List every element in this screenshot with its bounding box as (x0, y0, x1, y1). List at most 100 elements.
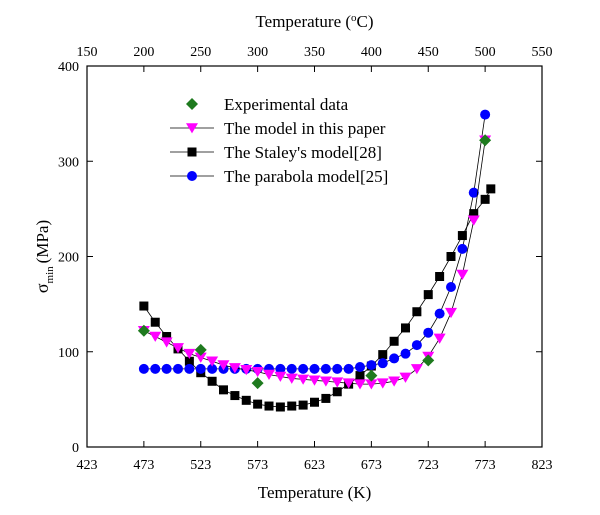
data-point (184, 363, 195, 374)
y-axis-title: σmin (MPa) (32, 220, 56, 293)
series-line (143, 188, 492, 408)
data-point (354, 379, 366, 390)
y-axis-title-subscript: min (44, 266, 56, 284)
data-point (285, 373, 298, 384)
data-point (365, 379, 378, 390)
data-point (183, 348, 196, 360)
data-point (172, 343, 184, 354)
y-axis-title-unit: (MPa) (33, 220, 52, 263)
data-point (388, 376, 401, 387)
data-point (275, 402, 285, 412)
data-point (206, 356, 219, 367)
data-point (446, 281, 456, 292)
data-point (173, 363, 183, 374)
data-point (400, 348, 411, 359)
data-point (150, 317, 160, 327)
x-tick-label: 423 (77, 458, 98, 473)
data-point (366, 360, 377, 371)
data-point (389, 336, 399, 346)
x2-axis-title: Temperature (oC) (255, 12, 373, 31)
data-point (195, 363, 206, 374)
data-point (251, 377, 264, 390)
x-tick-label: 473 (133, 458, 154, 473)
data-point (401, 323, 410, 333)
data-point (286, 363, 297, 374)
x-tick-label: 773 (475, 458, 496, 473)
y-tick-label: 300 (58, 155, 79, 170)
data-point (217, 360, 230, 371)
x-tick-label: 523 (190, 458, 211, 473)
x-tick-label: 573 (247, 458, 268, 473)
data-point (433, 333, 446, 344)
data-point (161, 363, 172, 374)
data-point (423, 290, 433, 300)
data-point (194, 352, 207, 363)
y-tick-label: 400 (58, 60, 79, 75)
data-point (377, 358, 388, 369)
data-point (480, 194, 490, 204)
data-point (422, 354, 435, 367)
data-point (298, 400, 308, 410)
data-point (207, 363, 218, 374)
data-point (162, 332, 172, 342)
axis-ticks (86, 65, 543, 448)
data-point (274, 371, 287, 382)
y-tick-label: 100 (58, 346, 79, 361)
data-point (457, 243, 468, 254)
data-point (332, 363, 343, 374)
data-point (139, 301, 149, 311)
data-point (434, 308, 445, 319)
data-point (320, 363, 331, 374)
axis-tick-labels: 423 473 523 573 623 673 723 773 823 150 200 250 300 3… (58, 45, 553, 473)
data-point (309, 363, 320, 374)
series-layer (137, 109, 496, 412)
series-0 (137, 134, 492, 390)
x2-tick-label: 550 (532, 45, 553, 60)
legend-marker (186, 123, 198, 134)
data-point (411, 340, 422, 351)
data-point (138, 363, 149, 374)
data-point (435, 272, 445, 282)
legend: Experimental data The model in this paper… (170, 95, 388, 186)
data-point (251, 366, 264, 378)
legend-label: The parabola model[25] (224, 167, 388, 186)
svg-text:σmin(MPa): σmin (MPa) (32, 220, 56, 293)
x2-axis-title-prefix: Temperature ( (255, 12, 351, 31)
legend-item: Experimental data (186, 95, 349, 114)
data-point (389, 353, 400, 364)
data-point (331, 377, 344, 388)
data-point (319, 376, 332, 387)
x2-axis-title-suffix: C) (357, 12, 374, 31)
y-axis-title-symbol: σ (32, 283, 52, 293)
data-point (342, 378, 355, 389)
data-point (410, 364, 423, 375)
x-tick-label: 823 (532, 458, 553, 473)
x2-tick-label: 350 (304, 45, 325, 60)
data-point (480, 109, 491, 120)
data-point (149, 331, 162, 342)
data-point (160, 337, 173, 348)
legend-label: Experimental data (224, 95, 349, 114)
legend-item: The parabola model[25] (170, 167, 388, 186)
legend-marker (187, 147, 197, 157)
data-point (399, 372, 412, 383)
x-tick-label: 673 (361, 458, 382, 473)
data-point (263, 369, 275, 381)
data-point (321, 393, 331, 403)
data-point (240, 365, 253, 376)
legend-label: The Staley's model[28] (224, 143, 382, 162)
data-point (184, 356, 194, 366)
x2-tick-label: 250 (190, 45, 211, 60)
legend-marker (186, 98, 198, 110)
data-point (207, 376, 217, 386)
x-tick-label: 623 (304, 458, 325, 473)
legend-label: The model in this paper (224, 119, 386, 138)
data-point (469, 209, 479, 219)
data-point (355, 361, 365, 372)
y-tick-label: 0 (72, 441, 79, 456)
data-point (343, 363, 354, 374)
data-point (332, 387, 342, 397)
data-point (150, 363, 161, 374)
data-point (378, 350, 388, 360)
data-point (297, 374, 310, 385)
